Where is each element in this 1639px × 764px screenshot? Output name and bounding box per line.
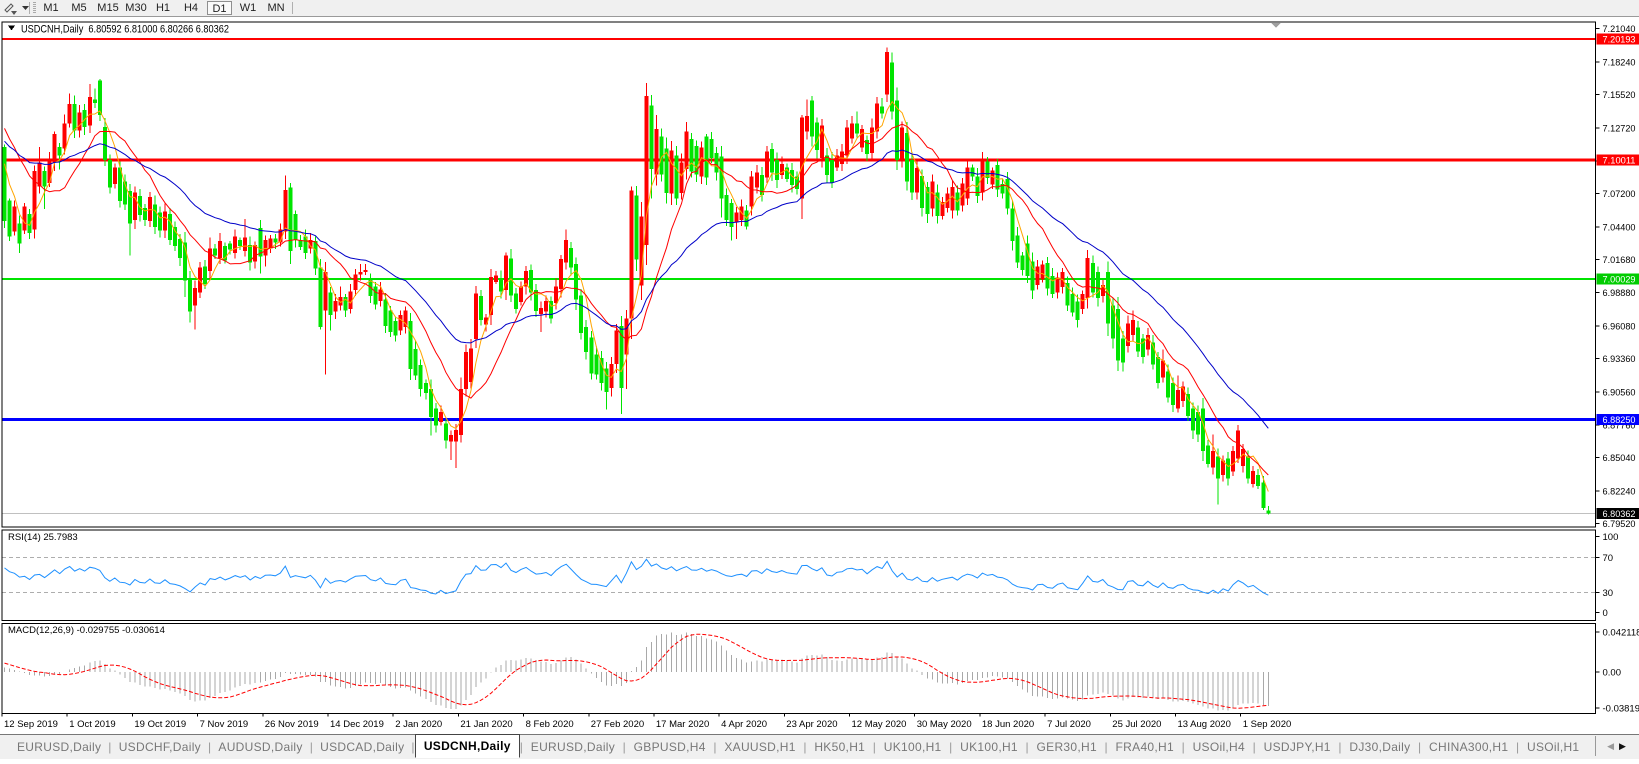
- svg-text:6.90560: 6.90560: [1603, 387, 1636, 398]
- svg-text:26 Nov 2019: 26 Nov 2019: [265, 719, 319, 730]
- svg-text:0.00: 0.00: [1603, 668, 1622, 679]
- svg-text:7.15520: 7.15520: [1603, 90, 1636, 101]
- svg-text:6.88250: 6.88250: [1603, 415, 1636, 426]
- svg-text:13 Aug 2020: 13 Aug 2020: [1178, 719, 1231, 730]
- svg-text:6.82240: 6.82240: [1603, 487, 1636, 498]
- svg-text:17 Mar 2020: 17 Mar 2020: [656, 719, 709, 730]
- svg-text:14 Dec 2019: 14 Dec 2019: [330, 719, 384, 730]
- svg-text:0: 0: [1603, 608, 1608, 619]
- svg-text:USDCNH,Daily 6.80592 6.81000: USDCNH,Daily 6.80592 6.81000 6.80266 6.8…: [21, 24, 229, 36]
- svg-text:-0.038198: -0.038198: [1603, 704, 1639, 715]
- svg-text:8 Feb 2020: 8 Feb 2020: [526, 719, 574, 730]
- svg-text:7 Nov 2019: 7 Nov 2019: [200, 719, 249, 730]
- svg-text:7 Jul 2020: 7 Jul 2020: [1047, 719, 1091, 730]
- svg-text:21 Jan 2020: 21 Jan 2020: [460, 719, 512, 730]
- svg-text:MACD(12,26,9) -0.029755 -0.030: MACD(12,26,9) -0.029755 -0.030614: [8, 625, 165, 636]
- svg-text:6.85040: 6.85040: [1603, 453, 1636, 464]
- svg-text:1 Sep 2020: 1 Sep 2020: [1243, 719, 1292, 730]
- svg-text:7.12720: 7.12720: [1603, 123, 1636, 134]
- svg-text:23 Apr 2020: 23 Apr 2020: [786, 719, 837, 730]
- svg-text:7.20193: 7.20193: [1603, 34, 1636, 45]
- svg-text:12 May 2020: 12 May 2020: [852, 719, 907, 730]
- svg-text:25 Jul 2020: 25 Jul 2020: [1112, 719, 1161, 730]
- svg-text:6.98880: 6.98880: [1603, 288, 1636, 299]
- svg-text:2 Jan 2020: 2 Jan 2020: [395, 719, 442, 730]
- svg-text:19 Oct 2019: 19 Oct 2019: [134, 719, 186, 730]
- svg-text:0.042118: 0.042118: [1603, 628, 1639, 639]
- svg-text:7.07200: 7.07200: [1603, 189, 1636, 200]
- svg-text:4 Apr 2020: 4 Apr 2020: [721, 719, 767, 730]
- svg-text:7.18240: 7.18240: [1603, 58, 1636, 69]
- svg-text:100: 100: [1603, 532, 1619, 543]
- svg-text:6.93360: 6.93360: [1603, 354, 1636, 365]
- svg-text:70: 70: [1603, 553, 1614, 564]
- svg-text:30: 30: [1603, 588, 1614, 599]
- svg-text:7.00029: 7.00029: [1603, 275, 1636, 286]
- svg-text:6.79520: 6.79520: [1603, 519, 1636, 530]
- svg-text:RSI(14) 25.7983: RSI(14) 25.7983: [8, 532, 78, 543]
- svg-text:7.04400: 7.04400: [1603, 222, 1636, 233]
- svg-text:1 Oct 2019: 1 Oct 2019: [69, 719, 115, 730]
- svg-text:12 Sep 2019: 12 Sep 2019: [4, 719, 58, 730]
- svg-text:27 Feb 2020: 27 Feb 2020: [591, 719, 644, 730]
- svg-text:7.10011: 7.10011: [1603, 156, 1636, 167]
- svg-text:6.80362: 6.80362: [1603, 509, 1636, 520]
- svg-text:30 May 2020: 30 May 2020: [917, 719, 972, 730]
- svg-text:7.01680: 7.01680: [1603, 255, 1636, 266]
- svg-text:6.96080: 6.96080: [1603, 322, 1636, 333]
- svg-text:18 Jun 2020: 18 Jun 2020: [982, 719, 1034, 730]
